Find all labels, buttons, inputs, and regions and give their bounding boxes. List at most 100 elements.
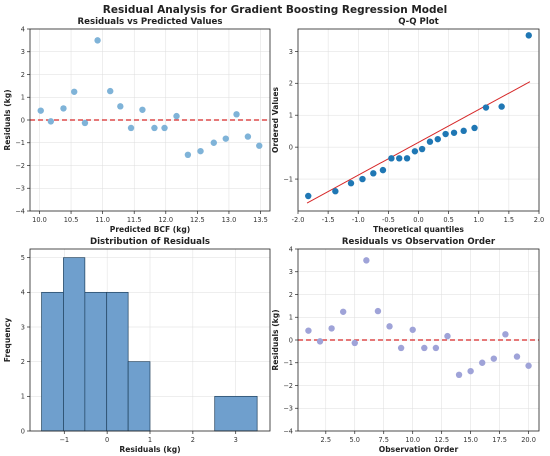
rvo-y-tick-label: 0 [289, 336, 293, 344]
rvo-y-tick-label: −4 [283, 427, 293, 435]
qq-point [379, 166, 387, 174]
rvp-x-tick-label: 10.0 [32, 216, 47, 224]
histogram-bar [84, 291, 108, 432]
rvo-x-tick-label: 10.0 [405, 436, 420, 444]
qq-point [332, 188, 339, 195]
qq-point [434, 135, 441, 143]
qq-point [450, 129, 458, 136]
rvp-point [184, 151, 192, 159]
rvo-y-tick-label: 3 [289, 268, 293, 276]
rvp-y-axis-label: Residuals (kg) [3, 89, 12, 150]
hist-y-tick-label: 1 [21, 393, 25, 401]
rvp-y-tick-label: 0 [21, 116, 25, 124]
rvo-y-tick-label: 4 [289, 245, 293, 253]
rvp-y-tick-label: −4 [15, 207, 25, 215]
rvp-y-tick-label: 1 [21, 94, 25, 102]
rvo-point [502, 331, 509, 338]
qq-point [525, 32, 532, 39]
hist-x-tick-label: 1 [148, 436, 152, 444]
rvo-x-tick-label: 5.0 [350, 436, 361, 444]
hist-title: Distribution of Residuals [90, 237, 210, 247]
rvo-point [386, 323, 393, 330]
rvp-y-tick-label: −2 [15, 162, 25, 170]
rvp-point [94, 37, 101, 44]
rvo-point [421, 344, 428, 352]
chart-panels: 10.0 10.5 11.0 11.5 12.0 12.5 13.0 13.5−4−3−2−1… [3, 17, 544, 454]
qq-point [305, 192, 312, 200]
rvp-y-tick-label: 4 [21, 25, 25, 33]
rvo-x-tick-label: 12.5 [434, 436, 449, 444]
rvo-x-axis-label: Observation Order [379, 445, 459, 454]
qq-point [482, 104, 490, 111]
rvp-point [81, 119, 89, 127]
rvp-x-tick-label: 12.0 [158, 216, 173, 224]
qq-point [418, 145, 426, 153]
qq-point [396, 155, 403, 162]
rvp-x-tick-label: 13.0 [222, 216, 237, 224]
rvo-y-tick-label: 2 [289, 291, 293, 299]
rvp-point [197, 147, 204, 155]
qq-x-tick-label: 2.0 [534, 216, 545, 224]
qq-point [471, 124, 478, 132]
rvp-x-tick-label: 11.5 [127, 216, 142, 224]
rvo-x-tick-label: 20.0 [521, 436, 536, 444]
hist-panel: −1 0 1 2 3 0 1 2 3 4 5 Distribution of Residuals Res… [3, 237, 271, 454]
rvo-panel: 2.5 5.0 7.5 10.0 12.5 15.0 17.5 20.0 −4 −3 −2 −1 0 1 2… [271, 237, 540, 454]
qq-point [442, 130, 449, 138]
rvo-y-tick-label: −2 [283, 382, 293, 390]
rvo-title: Residuals vs Observation Order [342, 237, 496, 247]
rvo-point [374, 307, 382, 315]
rvo-y-axis-label: Residuals (kg) [271, 309, 280, 370]
qq-x-tick-label: 1.0 [474, 216, 485, 224]
qq-reference-line [306, 81, 531, 204]
rvp-x-tick-label: 12.5 [190, 216, 205, 224]
qq-y-tick-label: 1 [289, 112, 293, 120]
hist-y-tick-label: 4 [21, 289, 25, 297]
rvp-point [139, 106, 146, 113]
rvp-point [210, 139, 217, 146]
rvp-point [60, 105, 67, 112]
rvo-point [455, 371, 463, 379]
rvp-point [244, 133, 252, 140]
qq-panel: -2.0 -1.5 -1.0 -0.5 0.0 0.5 1.0 1.5 2.0 −1 0 1 2 3 Q-Q… [271, 17, 544, 234]
rvo-y-tick-label: −3 [283, 405, 293, 413]
rvo-point [444, 332, 451, 340]
rvp-y-tick-label: 3 [21, 48, 25, 56]
hist-x-tick-label: 2 [191, 436, 195, 444]
rvp-point [117, 103, 124, 110]
rvo-x-tick-label: 17.5 [492, 436, 507, 444]
qq-point [359, 175, 366, 183]
rvp-point [233, 111, 240, 118]
rvp-x-tick-label: 11.0 [95, 216, 110, 224]
rvo-point [490, 355, 498, 362]
histogram-bar [214, 395, 258, 432]
rvp-point [47, 118, 55, 125]
histogram-bar [127, 361, 151, 432]
qq-y-tick-label: −1 [283, 175, 293, 183]
rvo-point [397, 344, 405, 352]
rvo-point [513, 353, 521, 360]
qq-x-tick-label: -2.0 [292, 216, 305, 224]
rvo-point [339, 308, 347, 315]
qq-x-tick-label: -1.5 [322, 216, 335, 224]
rvo-x-tick-label: 7.5 [378, 436, 389, 444]
qq-point [460, 127, 467, 135]
rvo-point [328, 325, 335, 332]
qq-point [403, 155, 411, 162]
rvp-y-tick-label: 2 [21, 71, 25, 79]
rvp-point [127, 124, 135, 132]
histogram-bar [63, 257, 86, 432]
qq-y-axis-label: Ordered Values [271, 87, 280, 154]
qq-title: Q-Q Plot [398, 17, 439, 27]
hist-x-tick-label: 0 [105, 436, 109, 444]
qq-point [347, 180, 355, 187]
rvo-x-tick-label: 15.0 [463, 436, 478, 444]
rvo-y-tick-label: −1 [283, 359, 293, 367]
histogram-bar [41, 291, 64, 432]
hist-y-tick-label: 3 [21, 323, 25, 331]
rvp-y-tick-label: −3 [15, 185, 25, 193]
qq-point [411, 148, 419, 155]
hist-y-tick-label: 2 [21, 358, 25, 366]
rvp-point [222, 135, 229, 142]
rvo-y-tick-label: 1 [289, 314, 293, 322]
